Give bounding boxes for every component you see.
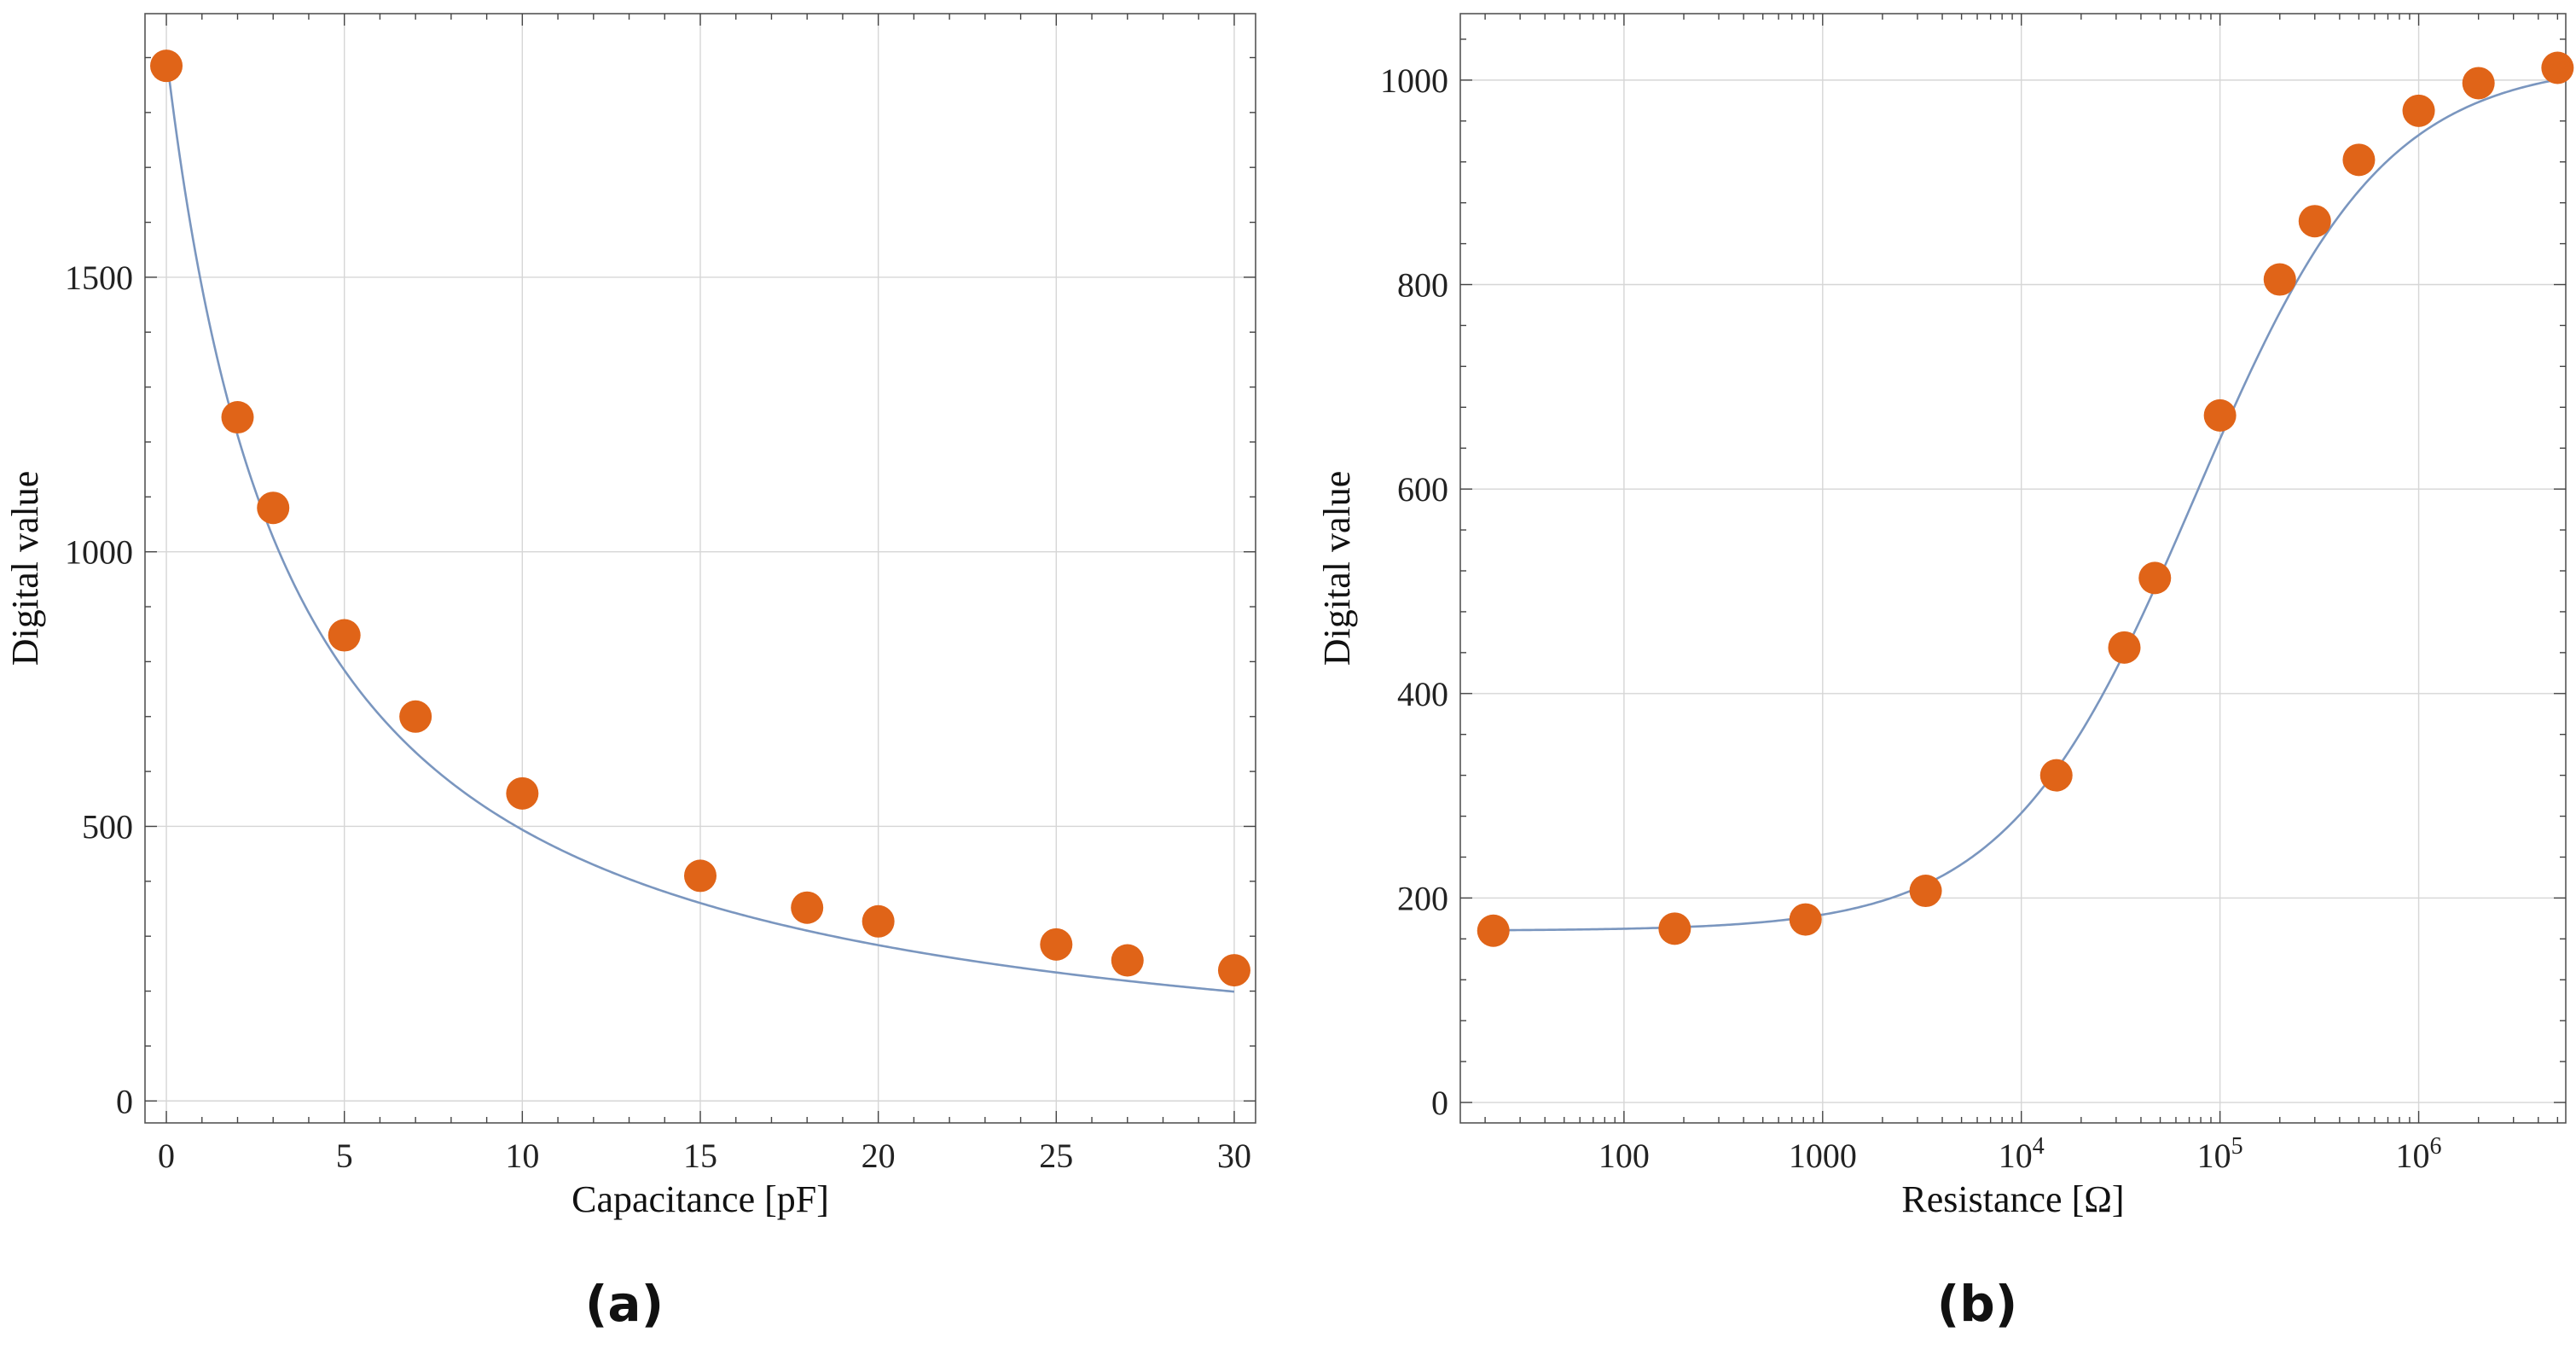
axis-ticks [145,14,1256,1123]
data-points [150,49,1250,987]
x-tick-label-exponent: 5 [2231,1133,2243,1160]
y-tick-label: 200 [1397,879,1448,917]
x-tick-label: 1000 [1789,1137,1857,1175]
x-tick-label: 5 [336,1137,353,1175]
data-point [2039,759,2073,792]
chart-panel-b: 100 1000 104 105 10602004006008001000Resista… [1316,13,2574,1333]
data-point [2462,67,2495,100]
panel-label: (b) [1937,1275,2018,1333]
y-axis-label: Digital value [4,471,46,666]
x-tick-label-base: 10 [2197,1137,2231,1175]
x-tick-label: 10 [505,1137,539,1175]
data-point [862,904,895,938]
y-tick-label: 1500 [65,259,133,297]
data-point [1789,903,1822,936]
data-point [1658,912,1691,945]
data-point [2541,51,2574,84]
x-tick-label-exponent: 6 [2430,1133,2442,1160]
x-tick-label: 104 [1999,1133,2045,1175]
y-tick-labels: 0 200 400 600 800 1000 [1380,61,1448,1122]
x-tick-label: 105 [2197,1133,2243,1175]
data-point [1111,944,1144,977]
data-point [2263,263,2296,296]
data-point [2138,561,2172,595]
x-tick-label: 20 [862,1137,896,1175]
x-axis-label: Resistance [Ω] [1901,1178,2124,1220]
data-point [2402,94,2435,127]
data-point [1477,914,1510,947]
y-tick-label: 0 [1431,1084,1448,1122]
y-tick-label: 400 [1397,675,1448,713]
x-tick-label: 106 [2396,1133,2442,1175]
x-tick-label-exponent: 4 [2033,1133,2045,1160]
x-tick-labels: 100 1000 104 105 106 [1598,1133,2442,1175]
y-tick-label: 1000 [65,533,133,572]
grid-lines [145,14,1256,1123]
fit-curve [165,55,1235,993]
data-point [1217,954,1250,987]
data-point [328,619,361,652]
y-tick-label: 1000 [1380,61,1448,100]
data-point [2298,205,2331,238]
axis-ticks [1460,14,2566,1123]
x-tick-label: 15 [683,1137,717,1175]
plot-frame [1459,13,2567,1124]
data-point [2342,143,2376,177]
data-point [399,700,432,733]
x-axis-label: Capacitance [pF] [571,1178,829,1220]
data-points [1477,51,2574,947]
grid-lines [1460,14,2566,1123]
panel-label: (a) [585,1275,664,1333]
x-tick-label-base: 10 [1999,1137,2033,1175]
y-tick-label: 800 [1397,266,1448,305]
x-tick-label: 100 [1598,1137,1650,1175]
x-tick-label-base: 100 [1598,1137,1650,1175]
data-point [150,49,183,83]
chart-panel-a: 0 5 10 15 20 25 30 0 500 1000 1500 Capacitance [pF]… [4,13,1256,1333]
x-tick-label: 30 [1217,1137,1251,1175]
x-tick-label-base: 1000 [1789,1137,1857,1175]
x-tick-labels: 0 5 10 15 20 25 30 [158,1137,1251,1175]
data-point [1909,875,1942,908]
x-tick-label: 0 [158,1137,175,1175]
data-point [791,891,824,924]
data-point [1040,928,1073,961]
x-tick-label: 25 [1039,1137,1073,1175]
y-tick-label: 0 [116,1082,133,1120]
y-axis-label: Digital value [1316,471,1358,666]
data-point [257,491,290,525]
data-point [684,859,717,893]
y-tick-label: 500 [82,807,133,846]
data-point [2108,631,2141,664]
data-point [506,776,539,810]
fit-curve [1493,78,2558,932]
data-point [221,401,254,434]
data-point [2203,398,2237,432]
y-tick-labels: 0 500 1000 1500 [65,259,133,1120]
y-tick-label: 600 [1397,470,1448,509]
x-tick-label-base: 10 [2396,1137,2430,1175]
